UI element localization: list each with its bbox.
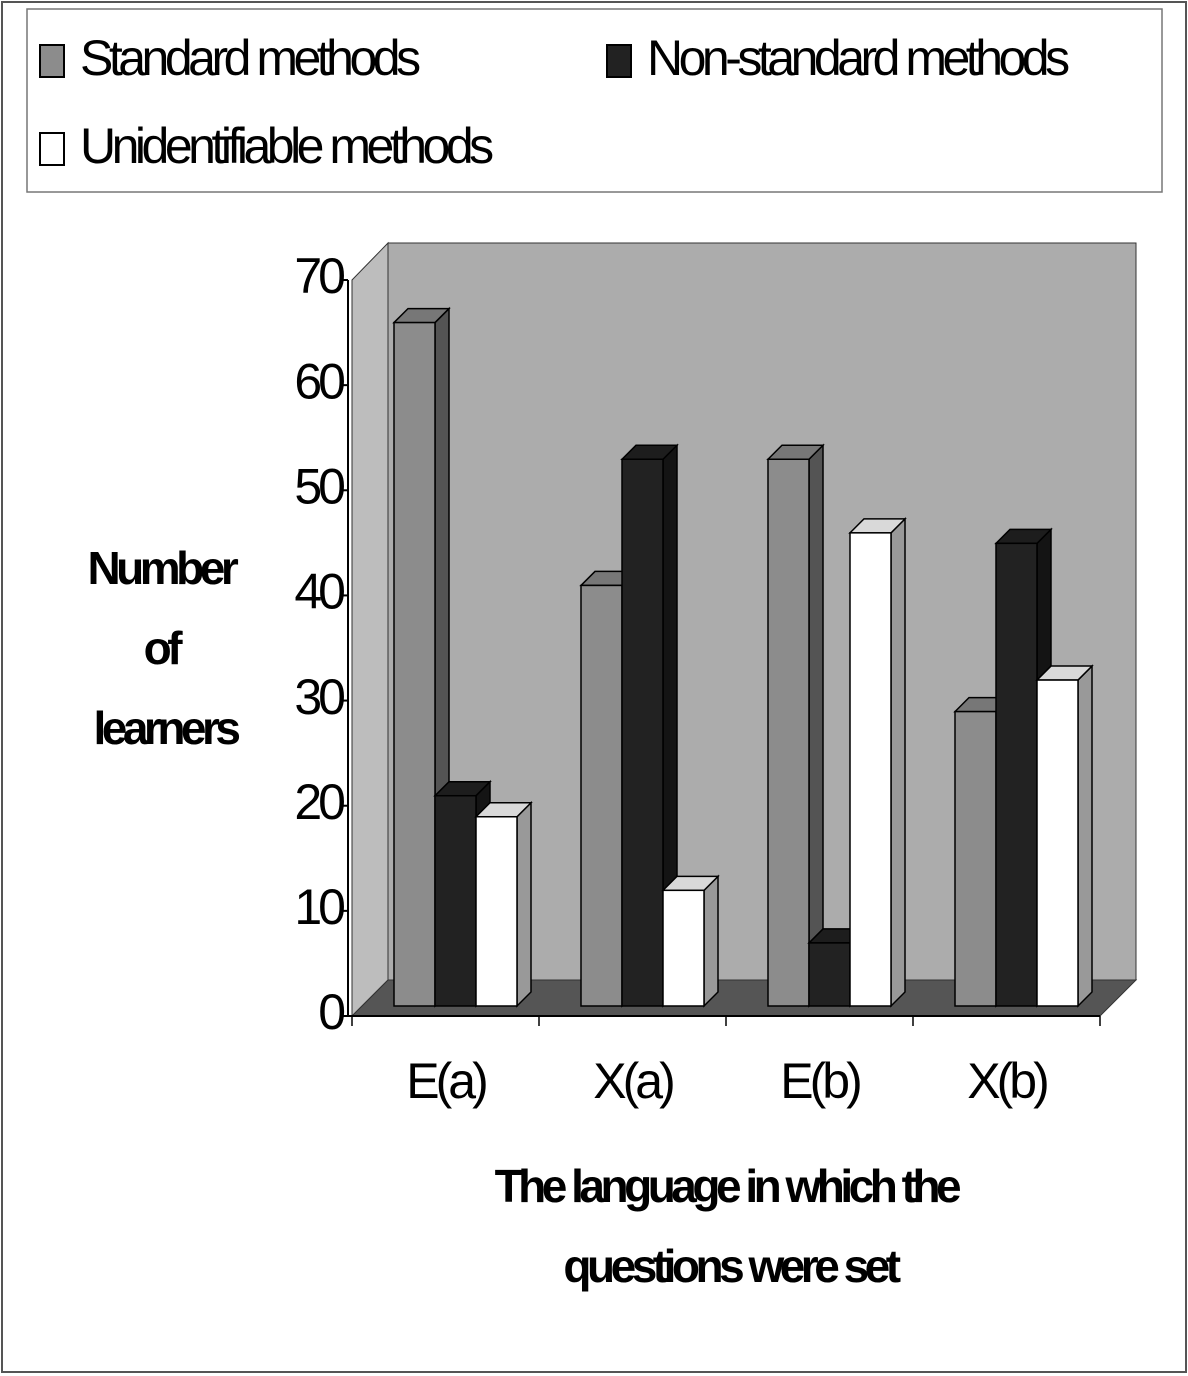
x-axis-title: The language in which the questions were… [495, 1160, 966, 1292]
bar [848, 517, 907, 1008]
bar-front [808, 942, 851, 1007]
bar-front [475, 815, 518, 1007]
bar-side [890, 517, 906, 1008]
bar-front [393, 321, 436, 1007]
legend-swatch [606, 44, 632, 78]
bar [474, 800, 533, 1008]
y-tick-label: 0 [318, 984, 344, 1040]
bar-side [703, 874, 719, 1008]
legend-swatch [39, 132, 65, 166]
bar-front [434, 794, 477, 1007]
legend-swatch [39, 44, 65, 78]
bar [1035, 664, 1094, 1008]
y-tick-label: 30 [294, 669, 344, 725]
bar-side [516, 800, 532, 1008]
bar-front [580, 584, 623, 1007]
legend-label: Unidentifiable methods [80, 118, 493, 174]
y-tick-label: 20 [294, 774, 344, 830]
bar [766, 443, 825, 1008]
bar-front [849, 532, 892, 1007]
bar-front [662, 889, 705, 1007]
bar [661, 874, 720, 1008]
legend-box [26, 8, 1163, 193]
y-axis-title: Number of learners [87, 542, 242, 754]
bar-front [621, 458, 664, 1007]
y-tick-label: 50 [294, 458, 344, 514]
x-tick-label: X(b) [967, 1053, 1047, 1109]
y-tick-label: 10 [294, 879, 344, 935]
bar [620, 443, 679, 1008]
legend-label: Standard methods [80, 30, 420, 86]
bar-side [808, 443, 824, 1008]
x-tick-label: X(a) [593, 1053, 673, 1109]
bar-front [767, 458, 810, 1007]
y-tick-label: 40 [294, 564, 344, 620]
y-tick-label: 70 [294, 248, 344, 304]
x-tick-label: E(a) [406, 1053, 486, 1109]
side-wall [351, 241, 389, 1018]
bar-front [954, 710, 997, 1007]
bar-front [1036, 679, 1079, 1007]
y-tick-label: 60 [294, 353, 344, 409]
bar-side [1077, 664, 1093, 1008]
bar-front [995, 542, 1038, 1007]
x-tick-label: E(b) [780, 1053, 860, 1109]
legend-label: Non-standard methods [647, 30, 1069, 86]
